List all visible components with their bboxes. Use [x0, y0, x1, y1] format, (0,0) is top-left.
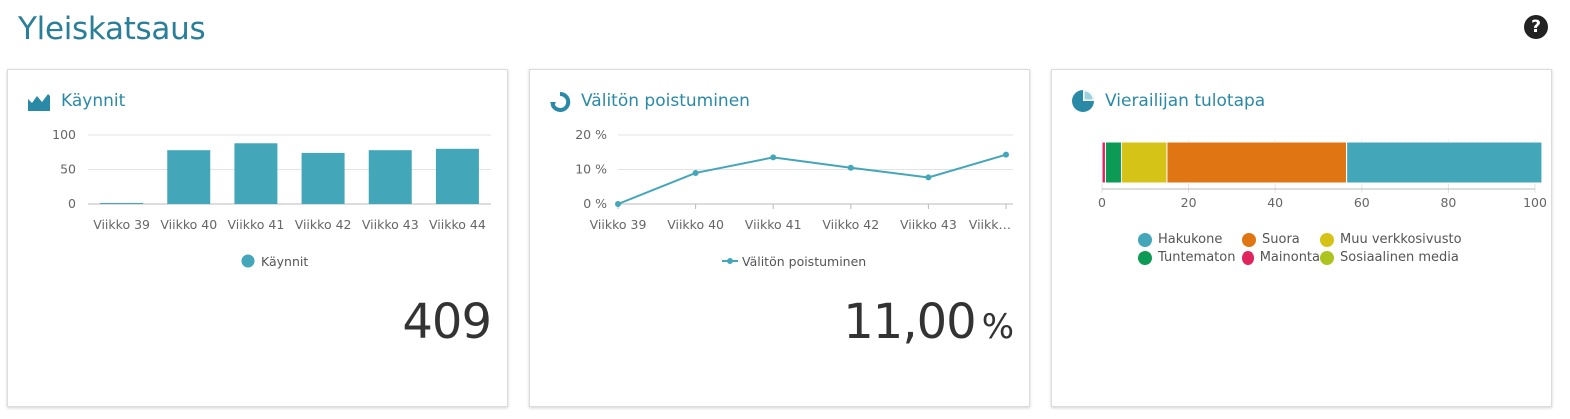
x-tick-label: 40 [1267, 195, 1283, 210]
legend-item[interactable]: Hakukone [1138, 232, 1242, 247]
y-tick-label: 0 [68, 196, 76, 211]
sources-card[interactable]: Vierailijan tulotapa 0 20 40 60 80 100 Hakuko… [1051, 69, 1552, 407]
x-tick-label: 0 [1098, 195, 1106, 210]
legend-label: Tuntematon [1158, 250, 1236, 265]
rotate-arrow-icon [550, 91, 571, 112]
y-tick-label: 20 % [575, 127, 607, 142]
legend-swatch [1242, 250, 1254, 265]
visits-total: 409 [402, 294, 492, 350]
data-point [847, 164, 854, 171]
bar [100, 203, 144, 204]
x-tick-label: Viikko 43 [900, 217, 957, 232]
x-tick-label: Viikko 40 [160, 217, 217, 232]
y-tick-label: 50 [60, 162, 76, 177]
segment-hakukone [1346, 141, 1543, 184]
bounce-card-title: Välitön poistuminen [581, 91, 750, 111]
y-tick-label: 100 [52, 127, 76, 142]
y-tick-label: 10 % [575, 162, 607, 177]
series-line [617, 153, 1007, 205]
data-point [615, 201, 621, 207]
legend-item[interactable]: Sosiaalinen media [1320, 250, 1470, 265]
x-tick-label: Viikko 41 [745, 217, 802, 232]
legend-swatch [1138, 232, 1152, 247]
bounce-value-unit: % [981, 307, 1014, 347]
legend-marker [241, 254, 255, 268]
x-tick-label: Viikk… [969, 217, 1011, 232]
bounce-card[interactable]: Välitön poistuminen 0 % 10 % 20 % Viikko 39… [529, 69, 1030, 407]
x-tick-label: 20 [1181, 195, 1197, 210]
legend-item[interactable]: Muu verkkosivusto [1320, 232, 1470, 247]
x-tick-label: Viikko 41 [228, 217, 285, 232]
x-tick-label: Viikko 40 [667, 217, 724, 232]
segment-mainonta [1101, 141, 1106, 184]
x-tick-label: Viikko 42 [295, 217, 352, 232]
x-tick-label: Viikko 43 [362, 217, 419, 232]
legend-swatch [1320, 232, 1334, 247]
segment-muu-verkkosivusto [1120, 141, 1168, 184]
help-icon[interactable]: ? [1524, 15, 1548, 39]
legend-label: Mainonta [1259, 250, 1320, 265]
data-point [1003, 151, 1009, 158]
page-title: Yleiskatsaus [18, 11, 206, 47]
sources-legend: Hakukone Suora Muu verkkosivusto Tuntematon… [1138, 232, 1470, 265]
legend-label: Hakukone [1158, 232, 1223, 247]
legend-label: Sosiaalinen media [1340, 250, 1459, 265]
y-tick-label: 0 % [583, 196, 607, 211]
bar [435, 148, 479, 204]
data-point [925, 174, 932, 181]
sources-chart: 0 20 40 60 80 100 [1098, 140, 1547, 210]
legend-label: Suora [1262, 232, 1300, 247]
x-tick-label: Viikko 39 [590, 217, 647, 232]
bounce-card-header: Välitön poistuminen [549, 89, 750, 113]
bar [234, 143, 278, 204]
data-point [770, 154, 777, 161]
segment-suora [1166, 141, 1348, 184]
x-tick-label: Viikko 44 [429, 217, 486, 232]
area-chart-icon [28, 94, 50, 111]
data-point [692, 169, 699, 176]
x-tick-label: Viikko 42 [822, 217, 879, 232]
legend-item[interactable]: Mainonta [1242, 250, 1320, 265]
bar [167, 150, 211, 204]
visits-card-title: Käynnit [61, 91, 126, 111]
legend-item[interactable]: Tuntematon [1138, 250, 1242, 265]
legend-swatch [1242, 232, 1256, 247]
visits-chart: 0 50 100 Viikko 39 Viikko 40 Viikko 41 Viikko … [52, 127, 491, 269]
segment-tuntematon [1104, 141, 1122, 184]
bounce-value: 11,00% [843, 294, 1014, 350]
bounce-chart: 0 % 10 % 20 % Viikko 39 Viikko 40 Viikko 41 Vi… [575, 127, 1013, 269]
legend-swatch [1320, 250, 1334, 265]
x-tick-label: 60 [1354, 195, 1370, 210]
x-tick-label: 80 [1440, 195, 1456, 210]
legend-label: Käynnit [261, 254, 308, 269]
visits-card-header: Käynnit [27, 89, 125, 113]
legend-label: Välitön poistuminen [742, 254, 866, 269]
bar [368, 150, 412, 204]
pie-chart-icon [1072, 90, 1094, 112]
x-tick-label: 100 [1523, 195, 1547, 210]
legend-marker-dot [727, 258, 733, 264]
sources-card-header: Vierailijan tulotapa [1071, 89, 1265, 113]
legend-label: Muu verkkosivusto [1340, 232, 1462, 247]
visits-card[interactable]: Käynnit 0 50 100 Viikko 39 Viikko 40 Viikko 4… [7, 69, 508, 407]
legend-swatch [1138, 250, 1152, 265]
sources-card-title: Vierailijan tulotapa [1105, 91, 1266, 111]
bar [301, 152, 345, 204]
x-tick-label: Viikko 39 [93, 217, 150, 232]
legend-item[interactable]: Suora [1242, 232, 1320, 247]
